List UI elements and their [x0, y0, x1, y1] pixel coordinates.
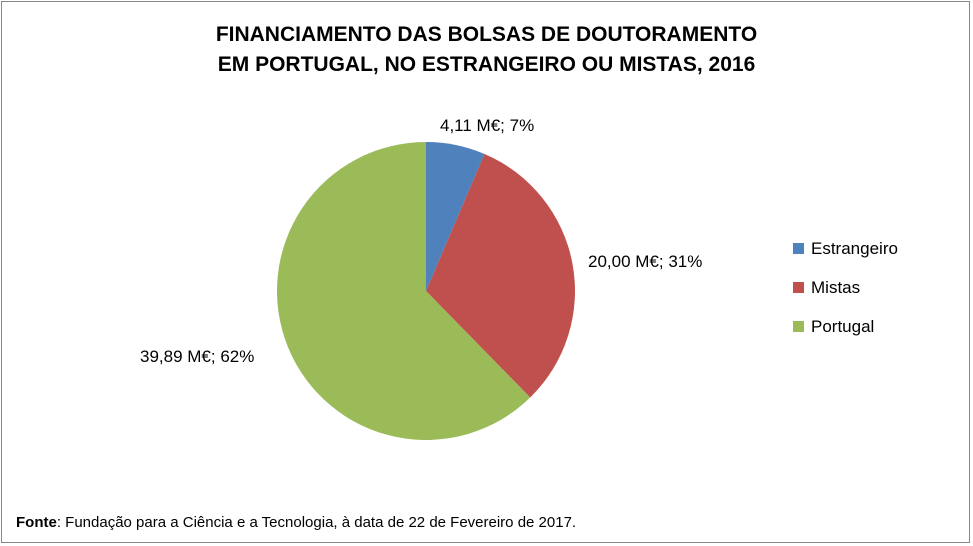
legend-swatch-estrangeiro — [793, 243, 804, 254]
source-label: Fonte — [16, 514, 57, 531]
chart-title-line-1: FINANCIAMENTO DAS BOLSAS DE DOUTORAMENTO — [215, 23, 758, 46]
pie-slice-portugal — [276, 141, 531, 440]
pie-slice-estrangeiro — [426, 142, 485, 291]
pie-slice-mistas — [426, 153, 575, 398]
data-label-estrangeiro: 4,11 M€; 7% — [440, 116, 534, 135]
legend-label-portugal: Portugal — [811, 317, 875, 336]
source-text: : Fundação para a Ciência e a Tecnologia… — [56, 514, 577, 531]
chart-title-line-2: EM PORTUGAL, NO ESTRANGEIRO OU MISTAS, 2… — [217, 53, 756, 76]
legend-label-estrangeiro: Estrangeiro — [811, 239, 898, 258]
source-note: Fonte: Fundação para a Ciência e a Tecno… — [16, 514, 576, 531]
legend-label-mistas: Mistas — [811, 278, 861, 297]
legend-swatch-portugal — [793, 321, 804, 332]
legend-swatch-mistas — [793, 282, 804, 293]
data-label-mistas: 20,00 M€; 31% — [588, 252, 702, 271]
data-label-portugal: 39,89 M€; 62% — [140, 347, 254, 366]
